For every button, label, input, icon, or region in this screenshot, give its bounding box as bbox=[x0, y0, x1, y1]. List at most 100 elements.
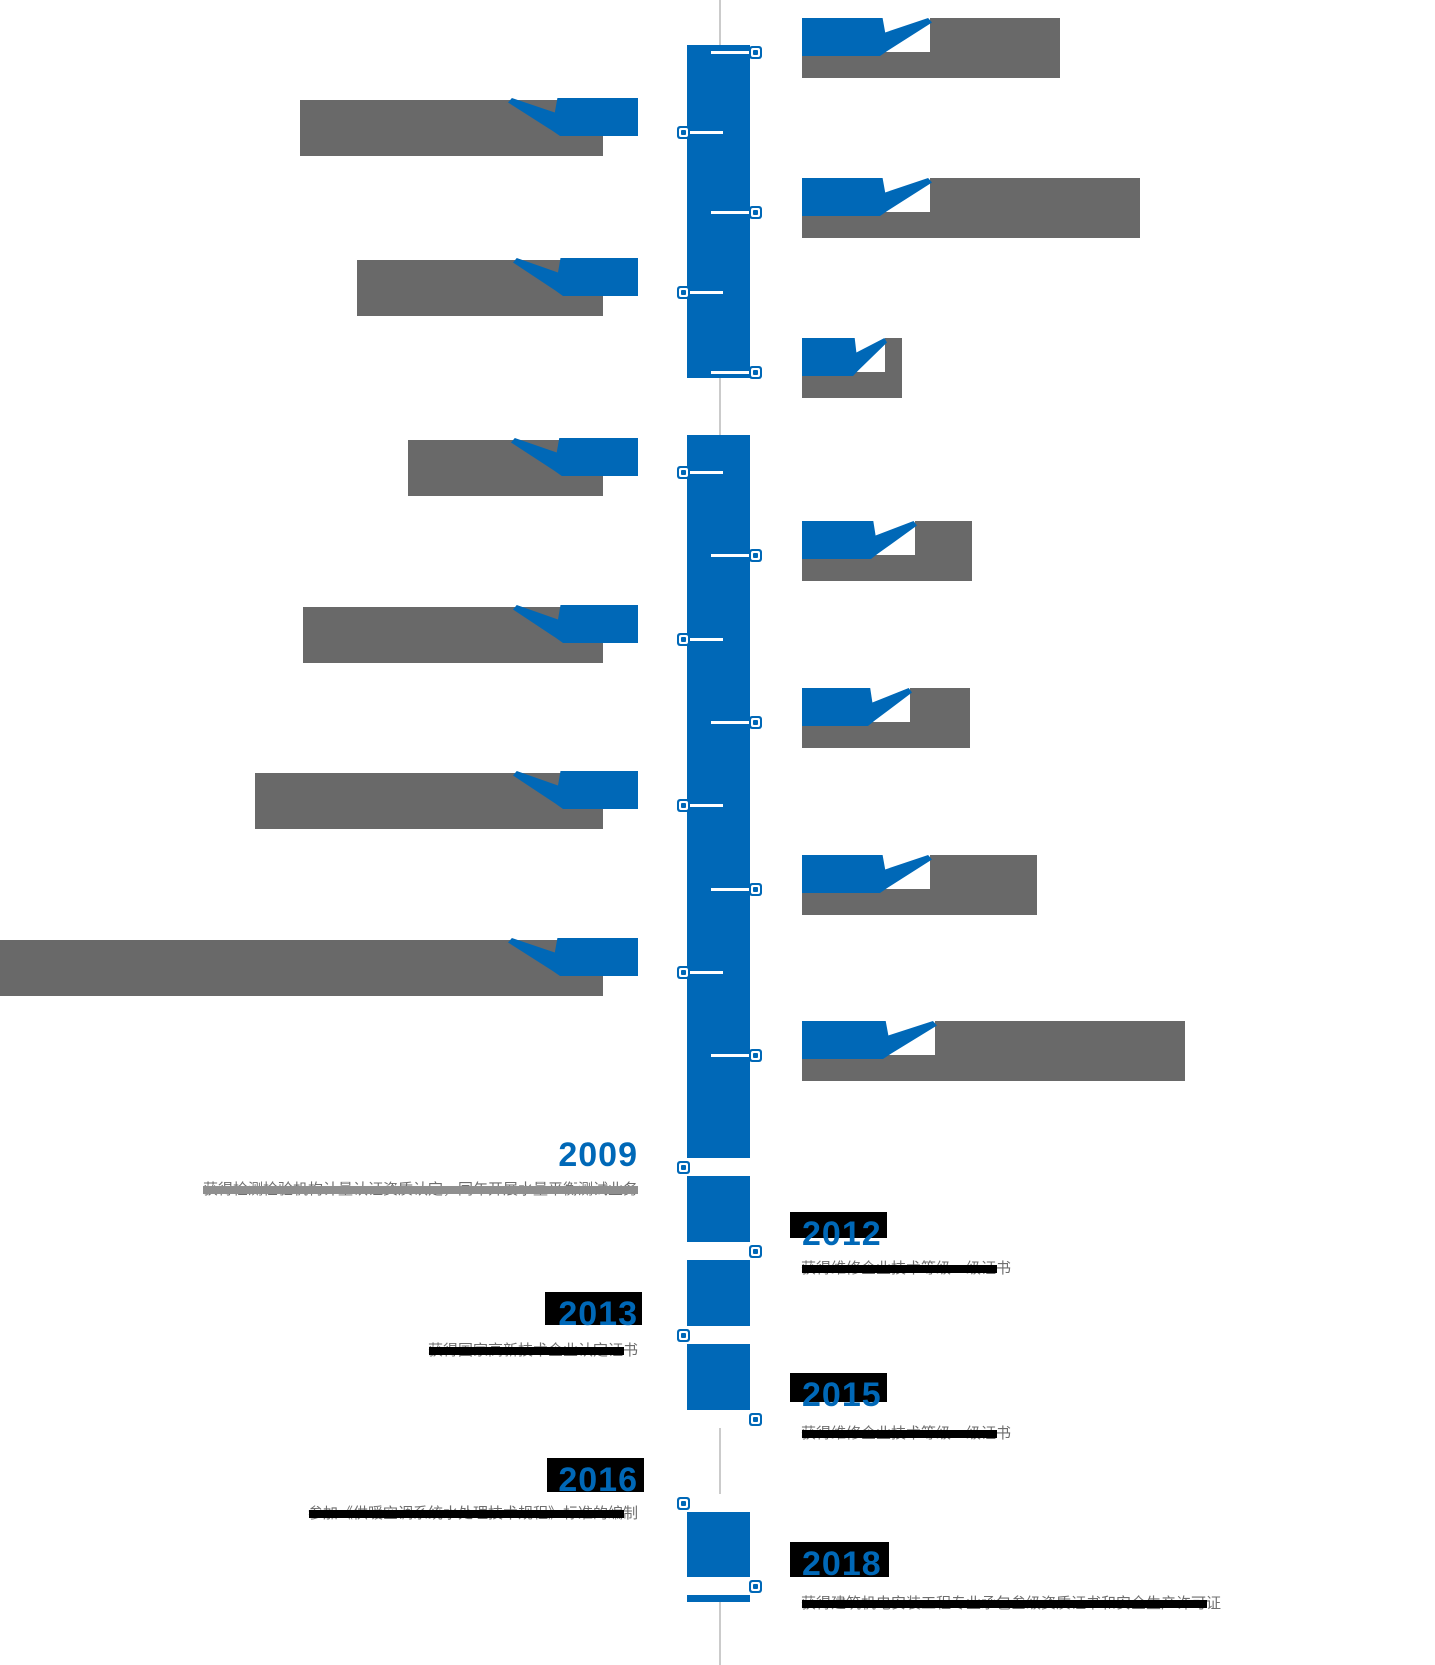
obscured-entry-block bbox=[930, 18, 1060, 78]
milestone-tick bbox=[687, 131, 723, 134]
milestone-node-inner bbox=[751, 368, 760, 377]
year-overlay-block bbox=[790, 1373, 887, 1402]
milestone-node bbox=[677, 966, 690, 979]
milestone-node bbox=[749, 1413, 762, 1426]
timeline-bar-segment bbox=[687, 435, 750, 1415]
milestone-node bbox=[749, 1049, 762, 1062]
milestone-node bbox=[749, 46, 762, 59]
milestone-year-2012: 2012 bbox=[802, 1215, 882, 1253]
year-shape bbox=[802, 1021, 937, 1059]
year-shape bbox=[802, 688, 912, 726]
milestone-tick bbox=[687, 971, 723, 974]
milestone-node-inner bbox=[679, 288, 688, 297]
milestone-year-2018: 2018 bbox=[802, 1545, 882, 1583]
milestone-node bbox=[677, 286, 690, 299]
milestone-tick bbox=[711, 721, 750, 724]
milestone-node bbox=[677, 126, 690, 139]
milestone-desc-2012: 获得维修企业技术等级一级证书 bbox=[801, 1260, 1012, 1277]
milestone-tick bbox=[711, 51, 750, 54]
milestone-tick bbox=[711, 371, 750, 374]
milestone-desc-2016: 参加《供暖空调系统水处理技术规程》标准的编制 bbox=[307, 1505, 638, 1522]
milestone-node-inner bbox=[751, 1415, 760, 1424]
milestone-tick bbox=[686, 1242, 751, 1260]
milestone-node bbox=[677, 1161, 690, 1174]
milestone-node-inner bbox=[751, 551, 760, 560]
milestone-tick bbox=[686, 1577, 751, 1595]
milestone-node-inner bbox=[679, 1499, 688, 1508]
milestone-node-inner bbox=[751, 718, 760, 727]
milestone-year-2016: 2016 bbox=[558, 1461, 638, 1499]
year-shape bbox=[802, 338, 887, 376]
milestone-node-inner bbox=[679, 801, 688, 810]
milestone-node-inner bbox=[679, 128, 688, 137]
milestone-tick bbox=[687, 638, 723, 641]
milestone-node bbox=[749, 1580, 762, 1593]
obscured-entry-block bbox=[802, 212, 932, 238]
milestone-year-2013: 2013 bbox=[558, 1295, 638, 1333]
milestone-desc-2013: 获得国家高新技术企业认定证书 bbox=[427, 1342, 638, 1359]
obscured-entry-block bbox=[255, 773, 603, 829]
milestone-node-inner bbox=[751, 1051, 760, 1060]
milestone-tick bbox=[711, 554, 750, 557]
milestone-node-inner bbox=[679, 968, 688, 977]
obscured-entry-block bbox=[802, 1055, 937, 1081]
milestone-node-inner bbox=[679, 1163, 688, 1172]
obscured-entry-block bbox=[930, 855, 1037, 915]
obscured-entry-block bbox=[935, 1021, 1185, 1081]
milestone-tick bbox=[687, 804, 723, 807]
milestone-node bbox=[677, 633, 690, 646]
milestone-tick bbox=[687, 471, 723, 474]
year-shape bbox=[802, 855, 932, 893]
milestone-node bbox=[749, 883, 762, 896]
obscured-entry-block bbox=[802, 889, 932, 915]
milestone-tick bbox=[711, 211, 750, 214]
milestone-node bbox=[677, 799, 690, 812]
year-overlay-block bbox=[547, 1458, 644, 1492]
milestone-node-inner bbox=[751, 1247, 760, 1256]
milestone-tick bbox=[711, 1054, 750, 1057]
obscured-entry-block bbox=[802, 555, 917, 581]
milestone-desc-2009: 获得检测检验机构计量认证资质认定，同年开展水量平衡测试业务 bbox=[202, 1181, 639, 1198]
milestone-node bbox=[749, 1245, 762, 1258]
obscured-entry-block bbox=[802, 372, 887, 398]
year-shape bbox=[802, 18, 932, 56]
milestone-year-2015: 2015 bbox=[802, 1376, 882, 1414]
milestone-node bbox=[749, 549, 762, 562]
milestone-year-2009: 2009 bbox=[558, 1136, 638, 1174]
milestone-node bbox=[677, 1497, 690, 1510]
obscured-entry-block bbox=[885, 338, 902, 398]
milestone-node-inner bbox=[751, 48, 760, 57]
milestone-desc-2018: 获得建筑机电安装工程专业承包叁级资质证书和安全生产许可证 bbox=[801, 1595, 1222, 1612]
milestone-tick bbox=[686, 1494, 751, 1512]
obscured-entry-block bbox=[910, 688, 970, 748]
milestone-node bbox=[749, 366, 762, 379]
year-overlay-block bbox=[545, 1292, 642, 1325]
milestone-node-inner bbox=[679, 635, 688, 644]
milestone-tick bbox=[686, 1326, 751, 1344]
milestone-node-inner bbox=[679, 468, 688, 477]
milestone-node-inner bbox=[751, 885, 760, 894]
milestone-node-inner bbox=[751, 1582, 760, 1591]
milestone-tick bbox=[711, 888, 750, 891]
milestone-tick bbox=[687, 291, 723, 294]
obscured-entry-block bbox=[930, 178, 1140, 238]
milestone-desc-2015: 获得维修企业技术等级一级证书 bbox=[801, 1425, 1012, 1442]
year-overlay-block bbox=[790, 1542, 889, 1577]
obscured-entry-block bbox=[802, 722, 912, 748]
obscured-entry-block bbox=[802, 52, 932, 78]
obscured-entry-block bbox=[915, 521, 972, 581]
milestone-node bbox=[749, 206, 762, 219]
milestone-node bbox=[677, 1329, 690, 1342]
milestone-tick bbox=[686, 1410, 751, 1428]
timeline-bar-segment bbox=[687, 1592, 750, 1602]
milestone-node bbox=[749, 716, 762, 729]
year-overlay-block bbox=[790, 1212, 887, 1238]
milestone-node bbox=[677, 466, 690, 479]
year-shape bbox=[802, 521, 917, 559]
obscured-entry-block bbox=[0, 940, 603, 996]
milestone-tick bbox=[686, 1158, 751, 1176]
milestone-node-inner bbox=[679, 1331, 688, 1340]
year-shape bbox=[802, 178, 932, 216]
milestone-node-inner bbox=[751, 208, 760, 217]
